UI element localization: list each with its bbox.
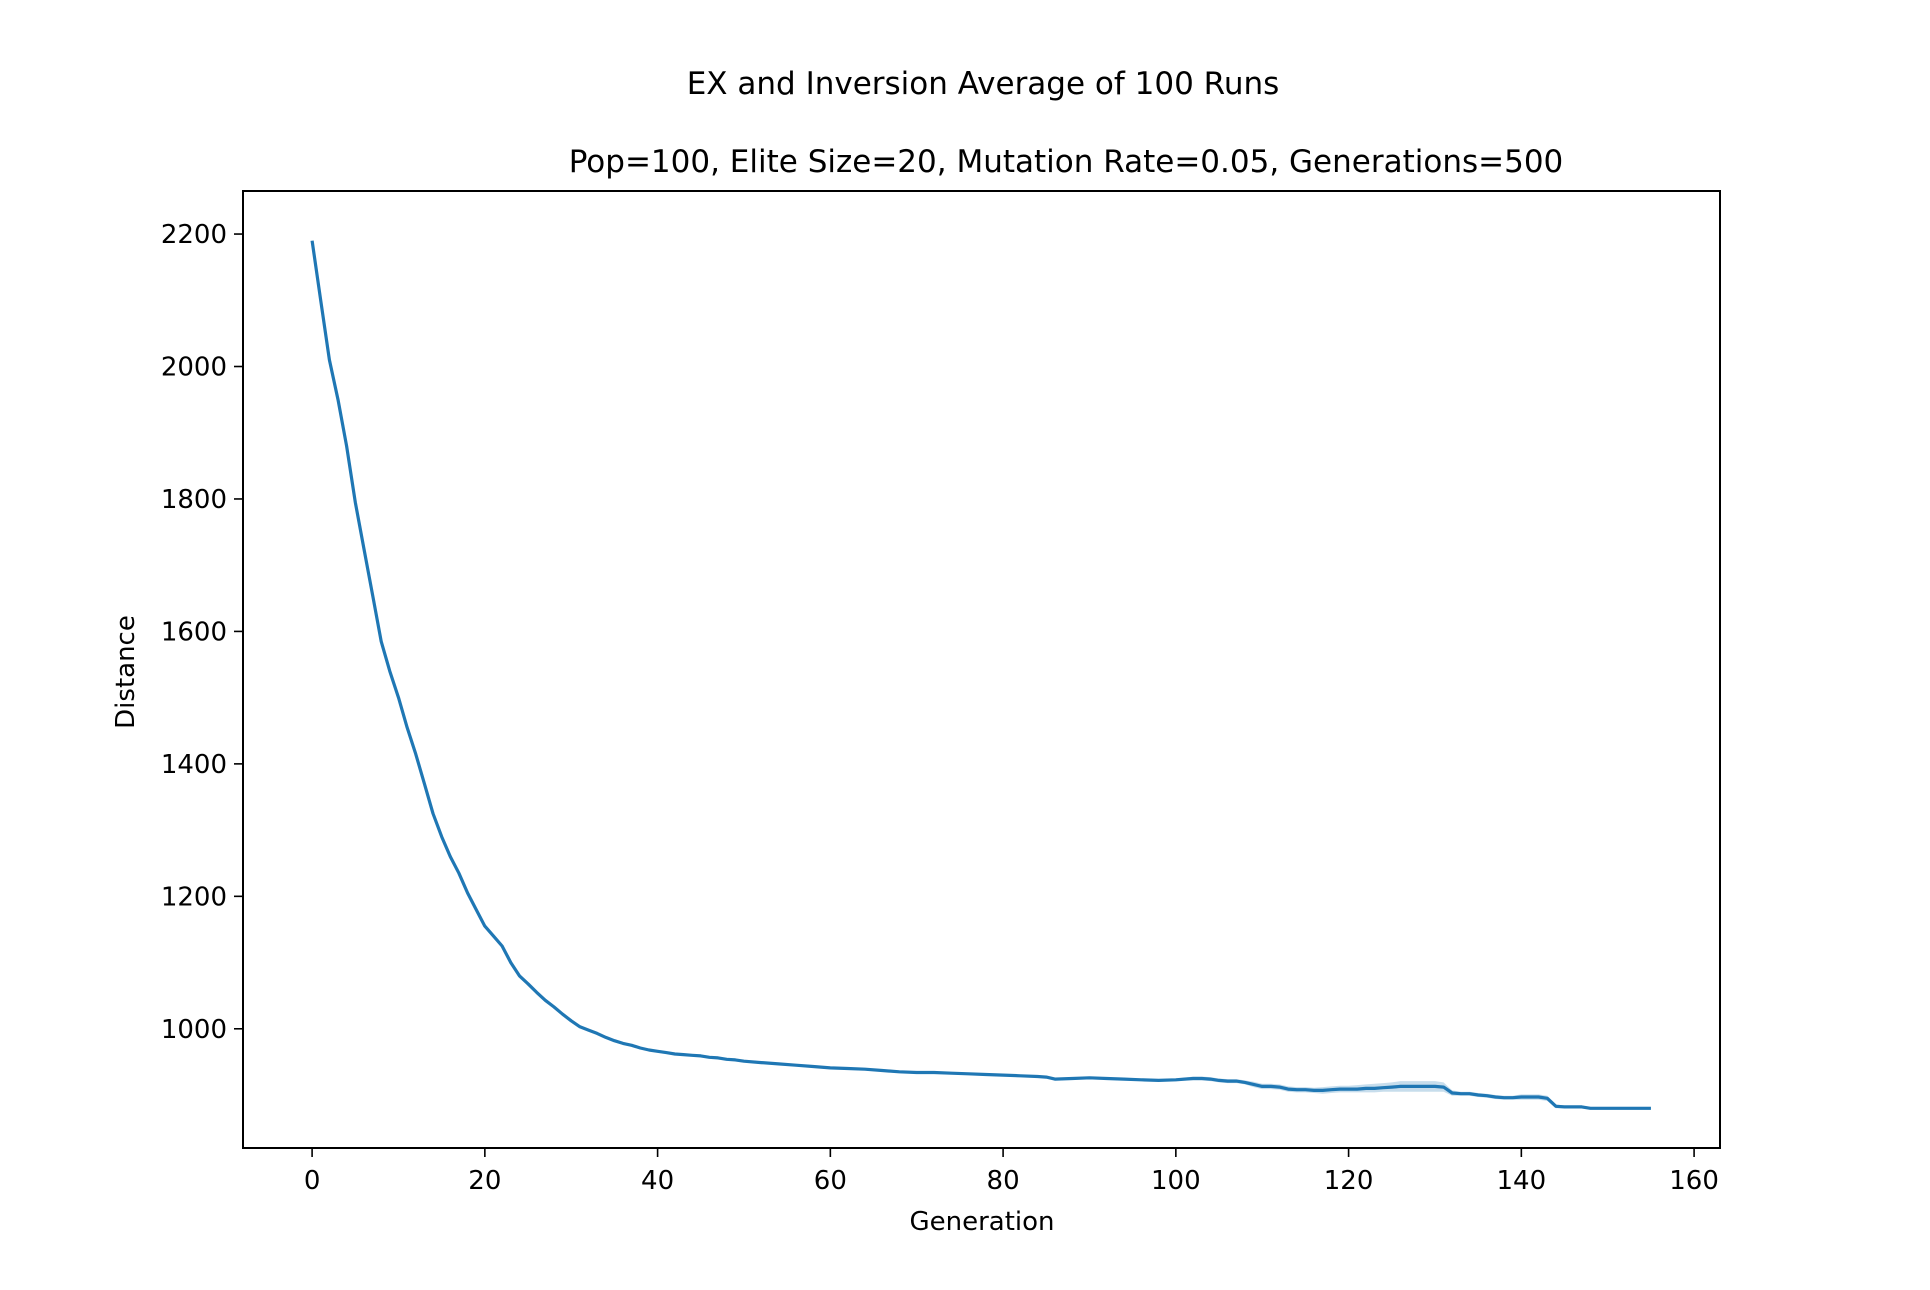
- x-tick-label: 40: [641, 1166, 674, 1196]
- y-tick-label: 2000: [161, 353, 227, 383]
- series-line: [310, 240, 1651, 1110]
- y-tick-label: 1800: [161, 485, 227, 515]
- plot-area: [310, 240, 1651, 1110]
- chart-suptitle: EX and Inversion Average of 100 Runs: [687, 66, 1280, 102]
- x-tick-label: 100: [1151, 1166, 1201, 1196]
- x-tick-label: 60: [814, 1166, 847, 1196]
- x-tick-label: 0: [304, 1166, 321, 1196]
- x-tick-label: 20: [468, 1166, 501, 1196]
- axes-frame: [242, 190, 1721, 1149]
- x-tick-label: 160: [1669, 1166, 1719, 1196]
- confidence-band: [312, 240, 1651, 1110]
- y-tick-label: 1600: [161, 617, 227, 647]
- y-axis-label: Distance: [111, 615, 141, 729]
- y-tick-label: 1200: [161, 882, 227, 912]
- chart-title: Pop=100, Elite Size=20, Mutation Rate=0.…: [569, 144, 1564, 180]
- y-tick-label: 2200: [161, 220, 227, 250]
- x-tick-label: 80: [987, 1166, 1020, 1196]
- axes: 0 20 40 60 80 100 120 140 160 1000 1200 1400 1600 180…: [161, 220, 1719, 1196]
- x-tick-label: 140: [1497, 1166, 1547, 1196]
- y-tick-label: 1400: [161, 750, 227, 780]
- x-tick-label: 120: [1324, 1166, 1374, 1196]
- y-tick-label: 1000: [161, 1015, 227, 1045]
- x-axis-label: Generation: [909, 1207, 1054, 1237]
